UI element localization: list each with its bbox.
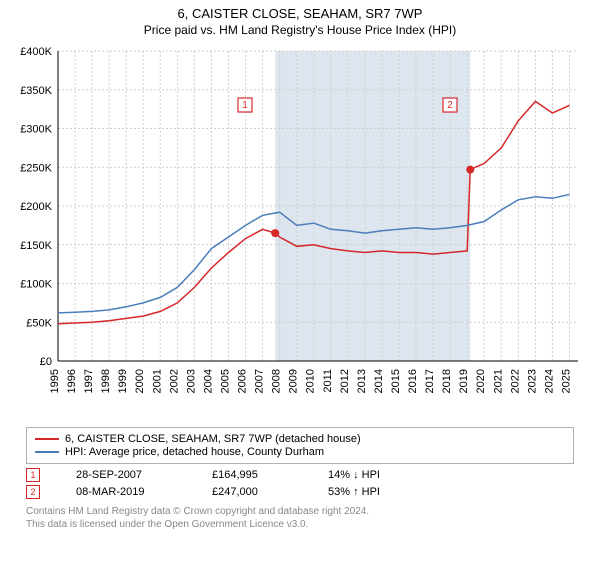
footer-attribution: Contains HM Land Registry data © Crown c… [26, 505, 574, 531]
x-axis-label: 2024 [543, 369, 555, 393]
legend-swatch [35, 451, 59, 453]
y-axis-label: £350K [20, 85, 52, 97]
y-axis-label: £400K [20, 46, 52, 58]
x-axis-label: 2002 [168, 369, 180, 393]
legend-swatch [35, 438, 59, 440]
x-axis-label: 2005 [219, 369, 231, 393]
x-axis-label: 2014 [373, 369, 385, 393]
x-axis-label: 2009 [288, 369, 300, 393]
legend-label: 6, CAISTER CLOSE, SEAHAM, SR7 7WP (detac… [65, 433, 361, 445]
x-axis-label: 2020 [475, 369, 487, 393]
x-axis-label: 1996 [66, 369, 78, 393]
x-axis-label: 1998 [100, 369, 112, 393]
x-axis-label: 2010 [305, 369, 317, 393]
y-axis-label: £200K [20, 201, 52, 213]
x-axis-label: 2011 [322, 369, 334, 393]
chart-title: 6, CAISTER CLOSE, SEAHAM, SR7 7WP [0, 6, 600, 21]
transaction-price: £247,000 [212, 486, 292, 498]
x-axis-label: 2007 [254, 369, 266, 393]
x-axis-label: 2013 [356, 369, 368, 393]
legend-item: HPI: Average price, detached house, Coun… [35, 446, 565, 458]
marker-dot [271, 229, 279, 237]
marker-label-text: 2 [447, 100, 453, 111]
x-axis-label: 2012 [339, 369, 351, 393]
transaction-badge: 2 [26, 485, 40, 499]
line-chart: £0 £50K £100K £150K £200K £250K £300K £350K £400… [10, 41, 590, 421]
transaction-row: 1 28-SEP-2007 £164,995 14% ↓ HPI [26, 468, 574, 482]
x-axis-label: 2022 [509, 369, 521, 393]
marker-label-text: 1 [242, 100, 248, 111]
x-axis-label: 2008 [271, 369, 283, 393]
x-axis-label: 1995 [49, 369, 61, 393]
transaction-delta: 53% ↑ HPI [328, 486, 380, 498]
x-axis-label: 2001 [151, 369, 163, 393]
x-axis-label: 2019 [458, 369, 470, 393]
x-axis-label: 1997 [83, 369, 95, 393]
y-axis-label: £0 [40, 356, 52, 368]
x-axis-label: 2016 [407, 369, 419, 393]
marker-dot [466, 166, 474, 174]
x-axis-label: 1999 [117, 369, 129, 393]
legend-label: HPI: Average price, detached house, Coun… [65, 446, 324, 458]
chart-area: £0 £50K £100K £150K £200K £250K £300K £350K £400… [10, 41, 590, 421]
y-axis-label: £300K [20, 124, 52, 136]
x-axis-label: 2004 [202, 369, 214, 393]
transaction-delta: 14% ↓ HPI [328, 469, 380, 481]
y-axis-label: £250K [20, 162, 52, 174]
x-axis-label: 2003 [185, 369, 197, 393]
y-axis-label: £100K [20, 279, 52, 291]
transaction-price: £164,995 [212, 469, 292, 481]
x-axis-label: 2025 [560, 369, 572, 393]
footer-line-1: Contains HM Land Registry data © Crown c… [26, 505, 574, 518]
x-axis-label: 2006 [237, 369, 249, 393]
footer-line-2: This data is licensed under the Open Gov… [26, 518, 574, 531]
x-axis-label: 2017 [424, 369, 436, 393]
chart-subtitle: Price paid vs. HM Land Registry's House … [0, 23, 600, 37]
y-axis-label: £150K [20, 240, 52, 252]
x-axis-label: 2000 [134, 369, 146, 393]
transactions-table: 1 28-SEP-2007 £164,995 14% ↓ HPI 2 08-MAR-201… [26, 468, 574, 499]
shaded-band [275, 51, 470, 361]
x-axis-label: 2018 [441, 369, 453, 393]
x-axis-label: 2015 [390, 369, 402, 393]
legend: 6, CAISTER CLOSE, SEAHAM, SR7 7WP (detac… [26, 427, 574, 464]
x-axis-label: 2021 [492, 369, 504, 393]
legend-item: 6, CAISTER CLOSE, SEAHAM, SR7 7WP (detac… [35, 433, 565, 445]
transaction-row: 2 08-MAR-2019 £247,000 53% ↑ HPI [26, 485, 574, 499]
transaction-date: 08-MAR-2019 [76, 486, 176, 498]
transaction-badge: 1 [26, 468, 40, 482]
x-axis-label: 2023 [526, 369, 538, 393]
y-axis-label: £50K [26, 317, 52, 329]
transaction-date: 28-SEP-2007 [76, 469, 176, 481]
